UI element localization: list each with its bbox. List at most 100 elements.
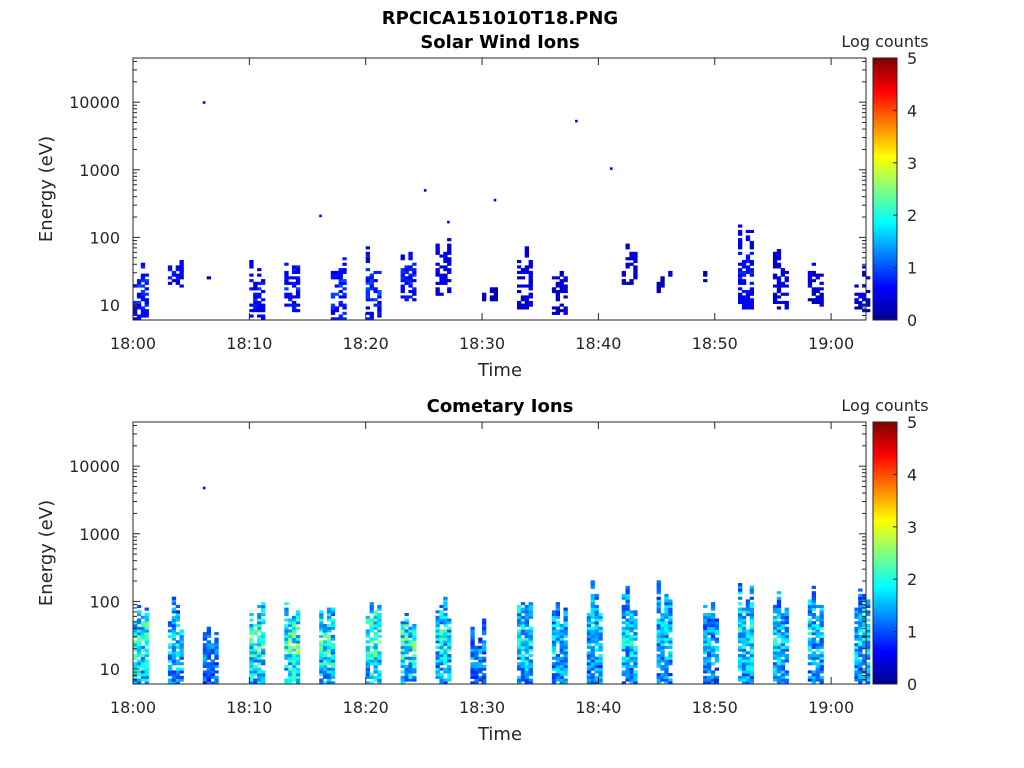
heatmap-cell — [175, 678, 180, 682]
heatmap-cell — [284, 640, 289, 644]
heatmap-cell — [470, 651, 475, 655]
x-tick-label: 18:30 — [459, 334, 505, 353]
heatmap-cell — [749, 303, 754, 307]
heatmap-cell — [257, 287, 262, 291]
colorbar-segment — [873, 272, 897, 276]
heatmap-cell — [443, 662, 448, 666]
heatmap-cell — [815, 670, 820, 674]
colorbar-segment — [873, 199, 897, 202]
heatmap-cell — [482, 618, 487, 622]
heatmap-cell — [412, 659, 417, 663]
heatmap-cell — [656, 640, 661, 644]
colorbar-segment — [873, 555, 897, 558]
heatmap-cell — [365, 675, 370, 679]
heatmap-cell — [443, 254, 448, 258]
heatmap-cell — [745, 640, 751, 644]
heatmap-cell — [443, 613, 448, 617]
heatmap-cell — [136, 640, 142, 644]
heatmap-cell — [253, 670, 258, 674]
heatmap-cell — [741, 675, 747, 679]
colorbar-segment — [873, 424, 897, 427]
heatmap-cell — [133, 643, 138, 647]
heatmap-cell — [594, 659, 599, 663]
heatmap-cell — [136, 317, 142, 321]
heatmap-cell — [811, 599, 816, 603]
heatmap-cell — [866, 678, 871, 682]
burst-19:02 — [854, 588, 871, 685]
colorbar-segment — [873, 301, 897, 305]
heatmap-cell — [439, 618, 444, 622]
heatmap-cell — [858, 662, 863, 666]
heatmap-cell — [167, 673, 173, 677]
heatmap-cell — [482, 651, 487, 655]
heatmap-cell — [404, 279, 409, 283]
heatmap-cell — [780, 281, 785, 285]
heatmap-cell — [660, 640, 665, 644]
colorbar-segment — [873, 168, 897, 172]
heatmap-cell — [633, 634, 638, 638]
heatmap-cell — [520, 602, 526, 606]
heatmap-cell — [140, 667, 146, 671]
heatmap-cell — [439, 675, 444, 679]
heatmap-cell — [710, 602, 716, 606]
heatmap-cell — [144, 678, 149, 682]
burst-18:39 — [586, 580, 603, 685]
heatmap-cell — [175, 281, 180, 285]
colorbar-segment — [873, 242, 897, 245]
heatmap-cell — [559, 640, 564, 644]
burst-18:23 — [400, 613, 417, 685]
heatmap-cell — [435, 634, 440, 638]
heatmap-cell — [590, 664, 595, 668]
heatmap-cell — [819, 656, 824, 660]
heatmap-cell — [202, 673, 208, 677]
colorbar-segment — [873, 618, 897, 622]
heatmap-cell — [288, 629, 293, 633]
heatmap-cell — [745, 662, 751, 666]
heatmap-cell — [858, 300, 863, 304]
heatmap-cell — [443, 599, 448, 603]
x-tick-label: 18:50 — [692, 698, 738, 717]
colorbar-segment — [873, 512, 897, 515]
heatmap-cell — [443, 257, 448, 261]
heatmap-cell — [342, 295, 347, 299]
heatmap-cell — [288, 681, 293, 685]
heatmap-cell — [621, 643, 626, 647]
heatmap-cell — [295, 656, 301, 660]
heatmap-cell — [858, 621, 863, 625]
heatmap-cell — [412, 626, 417, 630]
heatmap-cell — [478, 648, 483, 652]
heatmap-cell — [439, 634, 444, 638]
heatmap-cell — [656, 659, 661, 663]
colorbar-segment — [873, 581, 897, 585]
heatmap-cell — [811, 659, 816, 663]
heatmap-cell — [342, 306, 347, 310]
heatmap-cell — [528, 678, 533, 682]
heatmap-cell — [210, 673, 215, 677]
colorbar-segment — [873, 436, 897, 439]
heatmap-cell — [590, 667, 595, 671]
heatmap-cell — [373, 662, 378, 666]
heatmap-cell — [811, 604, 816, 608]
colorbar-segment — [873, 675, 897, 679]
heatmap-cell — [342, 270, 347, 274]
heatmap-cell — [408, 251, 413, 255]
heatmap-cell — [745, 268, 751, 272]
heatmap-cell — [377, 634, 382, 638]
heatmap-cell — [598, 643, 603, 647]
heatmap-cell — [470, 654, 475, 658]
heatmap-cell — [866, 656, 871, 660]
heatmap-cell — [373, 290, 378, 294]
colorbar-segment — [873, 485, 897, 488]
heatmap-cell — [633, 632, 638, 636]
heatmap-cell — [710, 613, 716, 617]
heatmap-cell — [447, 648, 452, 652]
heatmap-cell — [551, 673, 557, 677]
heatmap-cell — [517, 632, 522, 636]
heatmap-cell — [707, 656, 712, 660]
heatmap-cell — [738, 610, 743, 614]
heatmap-cell — [738, 615, 743, 619]
heatmap-cell — [171, 670, 177, 674]
heatmap-cell — [738, 645, 743, 649]
colorbar-segment — [873, 667, 897, 671]
heatmap-cell — [524, 662, 529, 666]
